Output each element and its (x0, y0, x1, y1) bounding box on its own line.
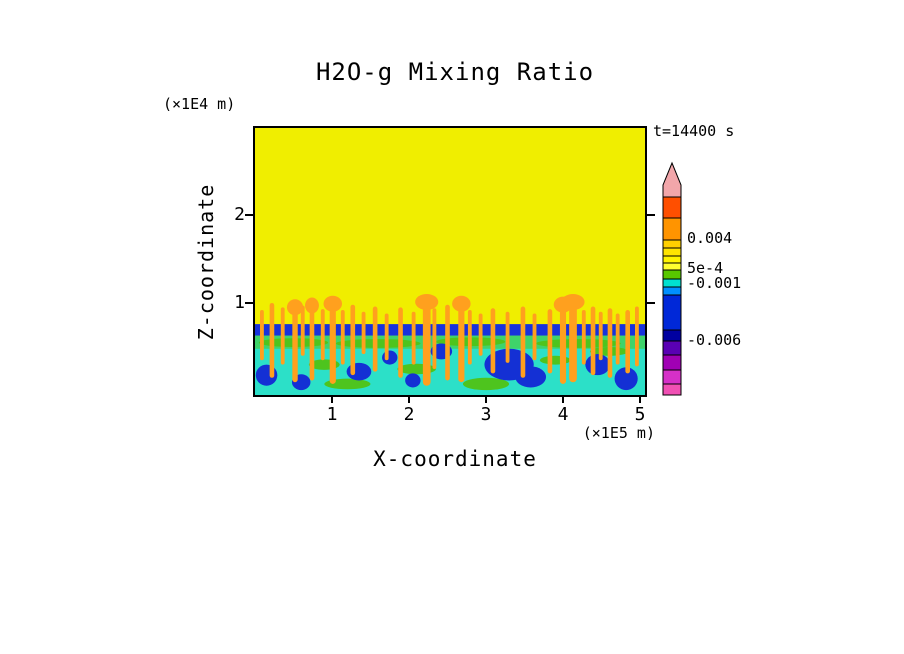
x-axis-label: X-coordinate (373, 447, 537, 471)
colorbar-segment (662, 286, 682, 296)
plume (292, 301, 298, 383)
colorbar-segment (662, 247, 682, 257)
colorbar-segment (662, 255, 682, 264)
plume (581, 310, 586, 365)
x-tick-label: 2 (403, 404, 415, 425)
z-tick-mark (647, 302, 655, 304)
plume (520, 306, 526, 378)
plume (422, 295, 431, 386)
colorbar-arrow (662, 161, 682, 198)
plume (505, 311, 510, 363)
colorbar-segment (662, 217, 682, 241)
plume (615, 313, 620, 365)
plume (398, 307, 403, 378)
z-tick-label: 1 (234, 292, 245, 313)
plume (280, 307, 285, 365)
x-tick-mark (485, 397, 487, 403)
plume (340, 310, 345, 365)
z-tick-mark (245, 302, 253, 304)
x-tick-mark (562, 397, 564, 403)
colorbar-segment (662, 262, 682, 271)
plume (559, 298, 567, 384)
plume (569, 295, 577, 383)
blue-pocket (515, 366, 547, 388)
plume (329, 297, 336, 384)
x-tick-label: 5 (634, 404, 646, 425)
plume (269, 303, 275, 378)
z-tick-mark (245, 214, 253, 216)
plume (300, 305, 305, 356)
x-tick-mark (639, 397, 641, 403)
x-tick-mark (331, 397, 333, 403)
colorbar-segment (662, 329, 682, 342)
colorbar-segment (662, 383, 682, 396)
plume (384, 313, 389, 361)
plume (532, 313, 537, 361)
green-patch (335, 339, 421, 348)
green-patch (324, 378, 371, 390)
z-axis-label: Z-coordinate (194, 183, 218, 341)
colorbar-segment (662, 269, 682, 280)
x-tick-label: 1 (326, 404, 338, 425)
colorbar-segment (662, 294, 682, 331)
colorbar-segment (662, 278, 682, 288)
colorbar-segment (662, 340, 682, 356)
colorbar-segment (662, 369, 682, 385)
plume (361, 311, 366, 355)
colorbar-label: 5e-4 (687, 259, 724, 277)
colorbar-label: -0.006 (687, 331, 742, 349)
z-tick-label: 2 (234, 204, 245, 225)
plume (607, 308, 613, 378)
plume (350, 304, 356, 376)
blue-pocket (405, 373, 421, 388)
chart-title: H2O-g Mixing Ratio (315, 58, 595, 86)
plume (490, 308, 496, 374)
colorbar-svg (662, 161, 682, 396)
plume (634, 306, 639, 367)
plume (478, 313, 483, 356)
blue-pocket (614, 367, 638, 391)
plume (467, 310, 472, 365)
colorbar-segment (662, 354, 682, 371)
x-axis-unit: (×1E5 m) (582, 424, 655, 442)
colorbar-label: -0.001 (687, 274, 742, 292)
blue-pocket (585, 354, 610, 376)
plume (260, 310, 264, 361)
plume (445, 304, 450, 381)
z-tick-mark (647, 214, 655, 216)
plume (411, 311, 416, 365)
time-label: t=14400 s (653, 122, 735, 140)
plume (625, 310, 630, 374)
blue-pocket (346, 362, 372, 381)
plume (432, 308, 437, 369)
plume (547, 309, 553, 374)
plume (598, 311, 603, 361)
inversion-band (255, 324, 645, 336)
z-axis-unit: (×1E4 m) (163, 95, 236, 113)
plume (309, 299, 315, 381)
plume (458, 297, 465, 383)
plume (372, 306, 378, 372)
blue-pocket (382, 350, 398, 365)
x-tick-label: 3 (480, 404, 492, 425)
x-tick-mark (408, 397, 410, 403)
plume (590, 306, 596, 376)
colorbar-label: 0.004 (687, 229, 733, 247)
plume (320, 309, 325, 361)
colorbar-segment (662, 239, 682, 249)
heatmap-svg (255, 128, 645, 395)
green-patch (462, 377, 510, 391)
x-tick-label: 4 (557, 404, 569, 425)
colorbar-segment (662, 196, 682, 219)
